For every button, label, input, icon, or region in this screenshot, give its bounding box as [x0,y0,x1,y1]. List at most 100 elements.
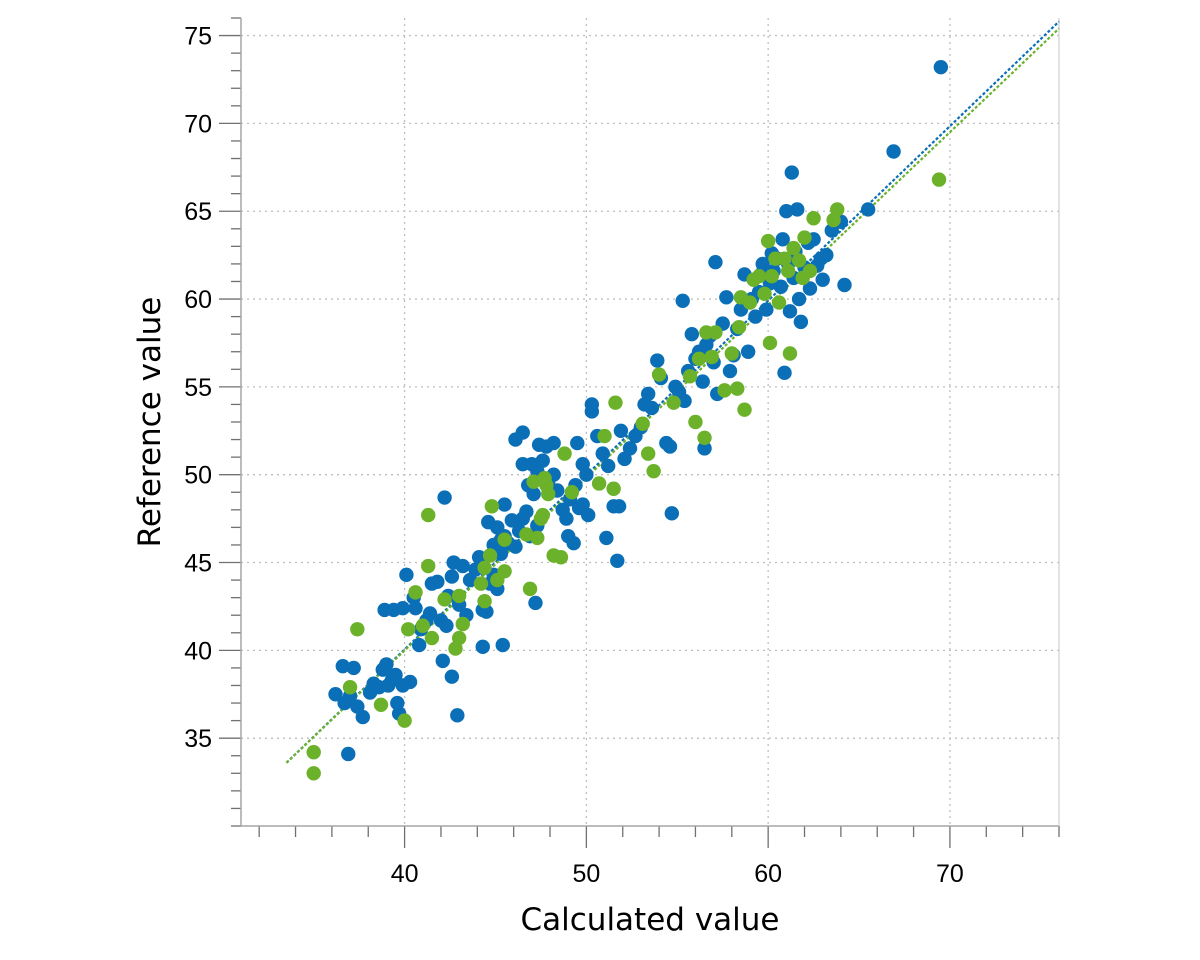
y-tick-label: 55 [184,374,212,402]
point-series-2 [537,471,552,486]
point-series-1 [444,569,460,584]
point-series-2 [530,530,545,546]
point-series-1 [566,536,581,551]
point-series-1 [497,497,512,512]
point-series-2 [526,474,541,489]
point-series-1 [740,344,756,359]
point-series-2 [477,560,492,575]
point-series-2 [497,564,512,579]
point-series-1 [388,667,403,683]
point-series-2 [557,446,572,461]
point-series-2 [401,622,416,637]
point-series-1 [779,204,794,219]
point-series-1 [341,746,356,762]
point-series-2 [564,485,580,500]
point-series-1 [579,467,594,482]
point-series-1 [455,558,470,574]
point-series-1 [782,304,798,319]
point-series-2 [742,295,758,310]
point-series-1 [584,397,600,412]
point-series-2 [777,251,792,266]
point-series-2 [608,395,623,410]
point-series-2 [421,558,436,574]
point-series-1 [395,600,410,616]
point-series-2 [437,592,452,607]
point-series-1 [437,490,452,505]
point-series-2 [791,253,807,268]
axes [240,18,1060,827]
point-series-1 [580,507,596,523]
point-series-1 [815,272,830,287]
y-tick-label: 60 [184,286,212,314]
point-series-1 [650,353,665,368]
point-series-1 [675,293,690,308]
point-series-2 [757,286,772,301]
grid-lines [241,18,1059,826]
point-series-2 [737,402,752,417]
point-series-1 [515,425,530,440]
y-tick-label: 35 [184,725,212,753]
point-series-1 [600,458,616,474]
y-tick-label: 65 [184,198,212,226]
point-series-1 [504,513,520,528]
point-series-1 [790,202,805,217]
point-series-1 [644,400,660,416]
point-series-1 [860,202,876,217]
y-axis-title: Reference value [132,297,168,548]
point-series-1 [559,511,574,526]
point-series-1 [595,446,610,461]
point-series-2 [306,745,321,760]
y-tick-label: 70 [184,110,212,138]
point-series-2 [591,476,607,491]
point-series-1 [640,386,656,402]
point-series-2 [931,172,947,187]
point-series-2 [786,240,801,256]
point-series-1 [444,669,460,684]
point-series-1 [495,637,510,653]
point-series-1 [475,639,490,655]
point-series-1 [408,600,423,616]
point-series-2 [751,269,767,284]
point-series-2 [424,630,440,646]
point-series-2 [762,335,778,351]
point-series-2 [597,428,612,444]
point-series-1 [684,326,700,342]
point-series-1 [422,606,438,621]
point-series-1 [777,365,792,381]
y-tick-label: 45 [184,550,212,578]
point-series-2 [688,414,703,430]
point-series-1 [719,290,734,305]
data-points [306,59,949,781]
point-series-2 [342,680,358,695]
point-series-2 [484,499,500,514]
point-series-2 [782,346,798,361]
point-series-1 [508,539,523,554]
point-series-2 [497,532,512,547]
point-series-1 [773,279,789,294]
y-tick-label: 40 [184,637,212,665]
point-series-2 [731,319,747,335]
point-series-1 [610,553,625,568]
point-series-1 [837,277,852,293]
point-series-1 [402,674,418,690]
point-series-1 [335,658,350,674]
point-series-2 [415,618,430,633]
point-series-2 [697,430,712,446]
minor-ticks [219,17,1060,848]
point-series-1 [722,363,738,379]
point-series-1 [399,567,414,583]
point-series-2 [704,349,720,365]
point-series-1 [450,708,465,723]
point-series-2 [519,527,534,542]
point-series-1 [346,660,361,676]
point-series-2 [708,325,723,340]
point-series-1 [886,144,901,159]
point-series-2 [541,486,556,502]
point-series-1 [355,709,370,725]
point-series-1 [411,637,427,653]
x-tick-label: 70 [936,860,964,888]
point-series-2 [606,481,621,496]
point-series-1 [802,281,818,296]
point-series-1 [613,423,629,438]
